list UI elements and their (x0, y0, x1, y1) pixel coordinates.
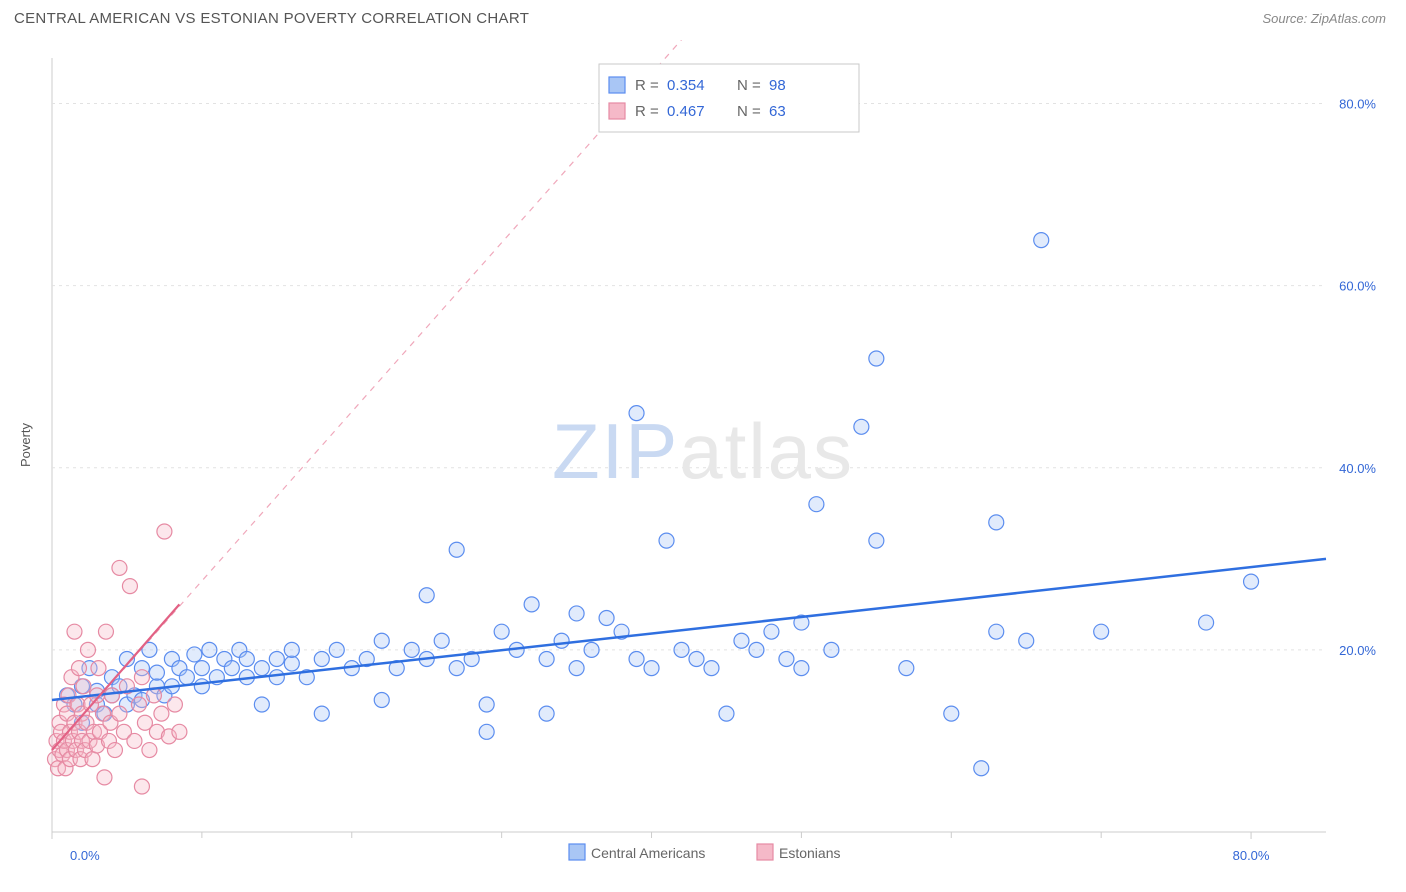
svg-text:Poverty: Poverty (18, 422, 33, 467)
svg-text:0.467: 0.467 (667, 103, 705, 120)
svg-text:40.0%: 40.0% (1339, 461, 1376, 476)
svg-text:R =: R = (635, 103, 659, 120)
legend-swatch (757, 844, 773, 860)
svg-text:80.0%: 80.0% (1339, 97, 1376, 112)
svg-text:98: 98 (769, 77, 786, 94)
svg-text:0.354: 0.354 (667, 77, 705, 94)
chart-container: 20.0% 40.0% 60.0% 80.0% 0.0% 80.0% Poverty R = 0… (14, 40, 1392, 878)
stats-box (599, 64, 859, 132)
svg-text:N =: N = (737, 103, 761, 120)
legend-swatch (569, 844, 585, 860)
svg-text:R =: R = (635, 77, 659, 94)
regression-line (52, 559, 1326, 700)
legend-label: Estonians (779, 845, 840, 861)
source-attribution: Source: ZipAtlas.com (1262, 11, 1386, 26)
svg-text:0.0%: 0.0% (70, 848, 100, 863)
scatter-chart: 20.0% 40.0% 60.0% 80.0% 0.0% 80.0% Poverty R = 0… (14, 40, 1392, 878)
svg-text:63: 63 (769, 103, 786, 120)
svg-text:80.0%: 80.0% (1233, 848, 1270, 863)
svg-text:N =: N = (737, 77, 761, 94)
svg-text:60.0%: 60.0% (1339, 279, 1376, 294)
chart-title: CENTRAL AMERICAN VS ESTONIAN POVERTY COR… (14, 10, 529, 27)
svg-text:20.0%: 20.0% (1339, 643, 1376, 658)
series-central-americans (59, 233, 1258, 776)
legend-label: Central Americans (591, 845, 705, 861)
